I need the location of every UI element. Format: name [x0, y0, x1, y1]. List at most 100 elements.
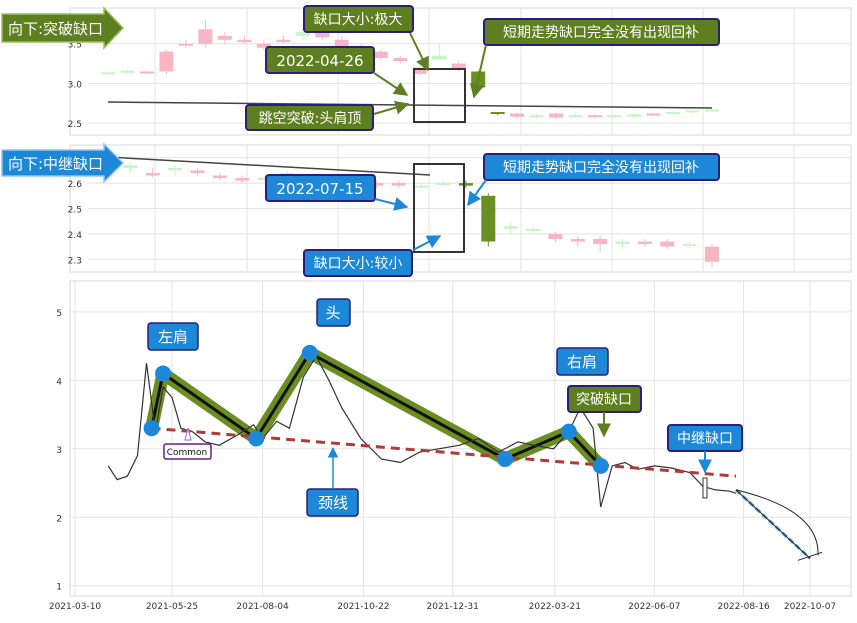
candle-body: [705, 246, 719, 262]
candle-body: [217, 35, 232, 40]
breakout-type-badge: [245, 104, 374, 131]
pattern-point: [143, 420, 160, 437]
date-top-arrow: [373, 72, 409, 96]
candle-body: [637, 241, 652, 245]
candle-body: [490, 111, 505, 114]
x-tick-label: 2022-10-07: [784, 602, 836, 612]
candle-body: [212, 175, 227, 179]
y-tick-label: 3.0: [68, 80, 83, 90]
candle-body: [682, 244, 697, 247]
fill-note-middle-label: 短期走势缺口完全没有出现回补: [503, 159, 699, 176]
gap-size-middle-label: 缺口大小:较小: [314, 256, 403, 272]
middle-direction-arrow: 向下:中继缺口: [1, 142, 125, 184]
top-panel-frame: [69, 7, 852, 136]
date-badge-middle: [265, 174, 376, 202]
price-line: [107, 355, 737, 508]
date-middle-label: 2022-07-15: [276, 180, 363, 198]
candle-body: [627, 114, 642, 117]
common-gap-badge: [163, 443, 212, 460]
runaway-gap-label: 中继缺口: [677, 431, 733, 447]
candle-body: [526, 228, 541, 231]
candle-body: [570, 238, 585, 242]
breakout-gap-label: 突破缺口: [576, 392, 632, 408]
candle-body: [256, 43, 271, 48]
middle-gap-highlight-box: [413, 163, 465, 253]
candle-body: [510, 113, 525, 117]
pattern-point: [592, 457, 609, 474]
head-badge: [316, 298, 351, 327]
y-tick-label: 2.6: [68, 180, 83, 190]
candle-body: [120, 70, 135, 73]
candle-body: [168, 167, 183, 171]
candle-body: [593, 238, 608, 245]
candle-body: [198, 29, 213, 44]
common-gap-label: Common: [167, 448, 208, 458]
candle-body: [549, 113, 564, 118]
candle-body: [615, 241, 630, 245]
top-panel-y-ticks: 2.5 3.0 3.5: [68, 41, 83, 130]
pattern-points: [143, 344, 609, 474]
y-tick-label: 4: [56, 377, 62, 387]
forecast-guide: [735, 489, 811, 559]
bottom-panel-x-ticks: 2021-03-10 2021-05-25 2021-08-04 2021-10-22…: [49, 602, 836, 612]
pattern-point: [248, 430, 265, 447]
candle-body: [159, 51, 174, 72]
runaway-gap-marker: [702, 477, 708, 499]
top-direction-label: 向下:突破缺口: [8, 20, 103, 38]
candle-body: [334, 39, 349, 48]
candle-body: [503, 226, 518, 229]
candle-body: [568, 115, 583, 118]
fill-note-badge-top: [483, 18, 720, 46]
candle-body: [373, 51, 388, 59]
candle-body: [190, 170, 205, 173]
candle-body: [178, 43, 193, 46]
candle-body: [458, 183, 473, 186]
y-tick-label: 5: [56, 309, 62, 319]
x-tick-label: 2021-05-25: [146, 602, 198, 612]
date-badge-top: [265, 46, 375, 74]
top-candles: [101, 19, 719, 120]
left-shoulder-label: 左肩: [158, 328, 188, 346]
candle-body: [436, 183, 451, 186]
pattern-point: [301, 344, 318, 361]
candle-body: [646, 113, 661, 116]
middle-direction-label: 向下:中继缺口: [8, 155, 103, 173]
candle-body: [685, 110, 700, 113]
fill-note-top-arrow: [470, 44, 487, 99]
top-direction-arrow: 向下:突破缺口: [1, 6, 125, 50]
gap-size-badge-top: [303, 5, 414, 33]
y-tick-label: 2.5: [68, 206, 82, 216]
candle-body: [101, 72, 115, 75]
pattern-point: [560, 423, 577, 440]
candle-body: [237, 39, 252, 43]
top-panel: 2.5 3.0 3.5: [68, 7, 852, 136]
x-tick-label: 2021-03-10: [49, 602, 102, 612]
fill-note-middle-arrow: [467, 179, 487, 207]
breakout-type-label: 跳空突破:头肩顶: [259, 111, 362, 127]
candle-body: [123, 165, 138, 168]
y-tick-label: 2.5: [68, 120, 82, 130]
candle-body: [607, 115, 622, 118]
head-label: 头: [325, 304, 340, 322]
top-trend-line: [107, 101, 713, 109]
date-top-label: 2022-04-26: [276, 52, 363, 70]
pattern-point: [155, 365, 172, 382]
pattern-point: [497, 451, 514, 468]
y-tick-label: 2.3: [68, 256, 82, 266]
y-tick-label: 1: [56, 583, 62, 593]
x-tick-label: 2022-03-21: [529, 602, 581, 612]
y-tick-label: 3.5: [68, 41, 82, 51]
candle-body: [548, 233, 563, 239]
candle-body: [391, 183, 406, 186]
candle-body: [276, 39, 291, 43]
candle-body: [451, 63, 466, 70]
candle-body: [414, 185, 429, 188]
candle-body: [529, 115, 544, 118]
top-gap-highlight-box: [413, 68, 466, 123]
middle-trend-line: [89, 155, 431, 176]
y-tick-label: 3: [56, 446, 62, 456]
x-tick-label: 2021-12-31: [427, 602, 479, 612]
x-tick-label: 2022-06-07: [628, 602, 680, 612]
